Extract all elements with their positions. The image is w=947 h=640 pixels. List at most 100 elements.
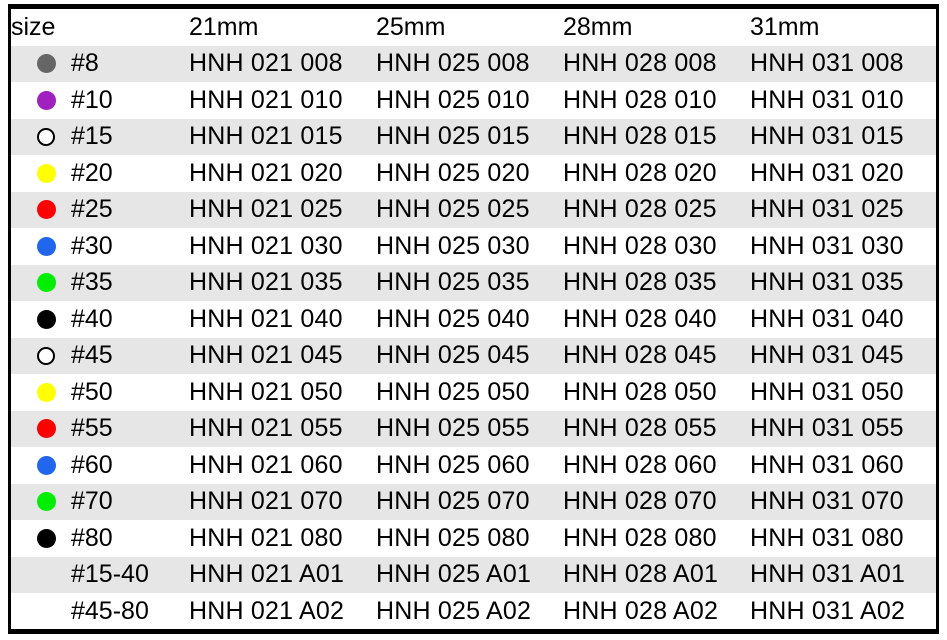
size-cell: #20 [11, 155, 189, 192]
product-code-cell-28mm: HNH 028 015 [563, 118, 750, 155]
size-label: #8 [71, 49, 99, 78]
size-label: #30 [71, 231, 113, 260]
product-code-cell-21mm: HNH 021 045 [189, 337, 376, 374]
color-dot-icon [37, 309, 56, 329]
product-code-cell-21mm: HNH 021 070 [189, 483, 376, 520]
product-code-cell-28mm: HNH 028 A02 [563, 593, 750, 629]
color-dot-icon [37, 419, 56, 439]
table-header-row: size 21mm 25mm 28mm 31mm [11, 9, 936, 46]
color-dot-slot [37, 492, 71, 512]
product-code-cell-21mm: HNH 021 055 [189, 410, 376, 447]
product-code-cell-28mm: HNH 028 045 [563, 337, 750, 374]
size-cell-content: #25 [11, 192, 189, 229]
column-header-31mm: 31mm [750, 9, 936, 46]
product-code-cell-28mm: HNH 028 040 [563, 301, 750, 338]
table-row: #80 HNH 021 080 HNH 025 080 HNH 028 080 HNH … [11, 520, 936, 557]
color-dot-icon [37, 273, 56, 293]
size-cell-content: #40 [11, 301, 189, 338]
table-head: size 21mm 25mm 28mm 31mm [11, 9, 936, 46]
product-code-cell-31mm: HNH 031 030 [750, 228, 936, 265]
color-dot-slot [37, 200, 71, 220]
column-header-28mm: 28mm [563, 9, 750, 46]
product-code-cell-21mm: HNH 021 035 [189, 264, 376, 301]
size-cell: #15-40 [11, 556, 189, 593]
size-cell-content: #35 [11, 265, 189, 302]
product-code-cell-25mm: HNH 025 045 [376, 337, 563, 374]
size-label: #70 [71, 487, 113, 516]
table-body: #8 HNH 021 008 HNH 025 008 HNH 028 008 HNH 0… [11, 45, 936, 629]
color-dot-slot [37, 528, 71, 548]
table-row: #45 HNH 021 045 HNH 025 045 HNH 028 045 HNH … [11, 337, 936, 375]
product-code-cell-28mm: HNH 028 050 [563, 374, 750, 411]
color-dot-icon [37, 346, 55, 365]
size-cell: #80 [11, 520, 189, 557]
product-code-cell-31mm: HNH 031 A01 [750, 556, 936, 593]
table-row: #35 HNH 021 035 HNH 025 035 HNH 028 035 HNH … [11, 264, 936, 302]
size-label: #40 [71, 304, 113, 333]
product-code-cell-31mm: HNH 031 010 [750, 82, 936, 119]
size-cell: #10 [11, 82, 189, 119]
size-label: #35 [71, 268, 113, 297]
size-cell: #70 [11, 483, 189, 520]
product-code-cell-21mm: HNH 021 015 [189, 118, 376, 155]
product-code-cell-25mm: HNH 025 020 [376, 155, 563, 192]
product-code-cell-25mm: HNH 025 040 [376, 301, 563, 338]
color-dot-slot [37, 163, 71, 183]
table-row: #70 HNH 021 070 HNH 025 070 HNH 028 070 HNH … [11, 483, 936, 520]
product-code-cell-31mm: HNH 031 080 [750, 520, 936, 557]
product-code-cell-25mm: HNH 025 025 [376, 191, 563, 228]
product-code-cell-25mm: HNH 025 035 [376, 264, 563, 301]
size-cell: #45-80 [11, 593, 189, 629]
product-code-cell-21mm: HNH 021 080 [189, 520, 376, 557]
product-code-cell-25mm: HNH 025 015 [376, 118, 563, 155]
size-cell-content: #45 [11, 338, 189, 375]
product-code-cell-28mm: HNH 028 080 [563, 520, 750, 557]
size-cell-content: #8 [11, 46, 189, 83]
size-label: #55 [71, 414, 113, 443]
table-row: #30 HNH 021 030 HNH 025 030 HNH 028 030 HNH … [11, 228, 936, 265]
product-code-cell-31mm: HNH 031 055 [750, 410, 936, 447]
product-code-cell-31mm: HNH 031 040 [750, 301, 936, 338]
table-row: #40 HNH 021 040 HNH 025 040 HNH 028 040 HNH … [11, 301, 936, 338]
product-code-cell-31mm: HNH 031 015 [750, 118, 936, 155]
product-code-cell-28mm: HNH 028 008 [563, 45, 750, 82]
color-dot-icon [37, 528, 56, 548]
size-label: #25 [71, 195, 113, 224]
product-code-cell-25mm: HNH 025 070 [376, 483, 563, 520]
product-code-cell-21mm: HNH 021 010 [189, 82, 376, 119]
color-dot-slot [37, 309, 71, 329]
product-code-cell-31mm: HNH 031 020 [750, 155, 936, 192]
product-code-cell-28mm: HNH 028 010 [563, 82, 750, 119]
color-dot-slot [37, 382, 71, 402]
size-cell: #60 [11, 447, 189, 484]
size-cell: #30 [11, 228, 189, 265]
size-cell-content: #55 [11, 411, 189, 448]
color-dot-icon [37, 90, 56, 110]
table-row: #20 HNH 021 020 HNH 025 020 HNH 028 020 HNH … [11, 155, 936, 192]
size-label: #15 [71, 122, 113, 151]
color-dot-icon [37, 200, 56, 220]
color-dot-icon [37, 163, 56, 183]
product-code-cell-31mm: HNH 031 008 [750, 45, 936, 82]
color-dot-icon [37, 54, 56, 74]
column-header-25mm: 25mm [376, 9, 563, 46]
product-code-cell-21mm: HNH 021 050 [189, 374, 376, 411]
color-dot-slot [37, 273, 71, 293]
table-row: #60 HNH 021 060 HNH 025 060 HNH 028 060 HNH … [11, 447, 936, 484]
product-code-cell-31mm: HNH 031 070 [750, 483, 936, 520]
color-dot-slot [37, 419, 71, 439]
product-code-cell-28mm: HNH 028 025 [563, 191, 750, 228]
product-code-cell-28mm: HNH 028 070 [563, 483, 750, 520]
product-code-cell-21mm: HNH 021 040 [189, 301, 376, 338]
product-code-cell-25mm: HNH 025 030 [376, 228, 563, 265]
column-header-21mm: 21mm [189, 9, 376, 46]
product-code-cell-25mm: HNH 025 A01 [376, 556, 563, 593]
size-cell: #15 [11, 118, 189, 155]
product-code-cell-21mm: HNH 021 008 [189, 45, 376, 82]
size-cell: #40 [11, 301, 189, 338]
size-label: #45-80 [71, 596, 149, 625]
color-dot-slot [37, 127, 71, 146]
product-code-cell-28mm: HNH 028 020 [563, 155, 750, 192]
size-label: #50 [71, 377, 113, 406]
